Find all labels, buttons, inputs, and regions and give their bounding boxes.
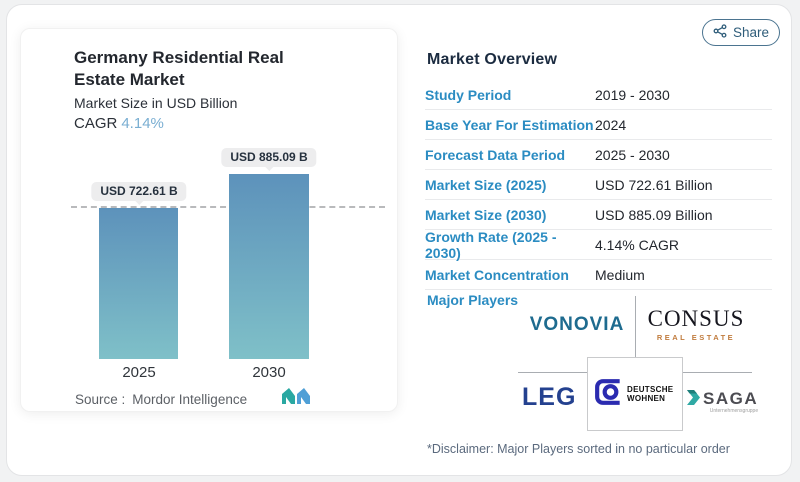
source-value: Mordor Intelligence — [132, 392, 248, 407]
deutsche-wohnen-mark-icon — [593, 377, 623, 412]
row-value: USD 885.09 Billion — [595, 206, 713, 223]
row-label: Study Period — [425, 86, 512, 103]
consus-wordmark: CONSUS — [647, 306, 745, 331]
row-label: Forecast Data Period — [425, 146, 566, 163]
overview-heading: Market Overview — [427, 51, 558, 68]
overview-table: Study Period 2019 - 2030 Base Year For E… — [425, 80, 772, 290]
chart-subtitle: Market Size in USD Billion — [74, 95, 238, 111]
consus-logo: CONSUS REAL ESTATE — [643, 306, 749, 342]
table-row: Forecast Data Period 2025 - 2030 — [425, 140, 772, 170]
leg-logo: LEG — [522, 383, 577, 411]
reference-dashed-line — [71, 206, 385, 208]
cagr-label: CAGR — [74, 115, 118, 132]
saga-subtitle: Unternehmensgruppe — [709, 408, 759, 414]
mordor-intelligence-logo-icon — [282, 388, 310, 409]
saga-chevron-icon — [687, 390, 700, 410]
logo-divider-right — [683, 372, 752, 373]
logo-divider-left — [518, 372, 587, 373]
row-label: Market Size (2025) — [425, 176, 547, 193]
row-label: Market Size (2030) — [425, 206, 547, 223]
deutsche-wohnen-logo: DEUTSCHE WOHNEN — [587, 357, 683, 431]
bar-2025 — [99, 208, 178, 359]
consus-subtitle: REAL ESTATE — [656, 333, 736, 342]
table-row: Market Size (2025) USD 722.61 Billion — [425, 170, 772, 200]
row-value: 2025 - 2030 — [595, 146, 670, 163]
share-icon — [713, 24, 727, 41]
saga-logo: SAGA Unternehmensgruppe — [687, 390, 758, 414]
chart-title: Germany Residential Real Estate Market — [74, 48, 284, 89]
row-value: 4.14% CAGR — [595, 236, 680, 253]
table-row: Market Size (2030) USD 885.09 Billion — [425, 200, 772, 230]
row-label: Base Year For Estimation — [425, 116, 594, 133]
share-button[interactable]: Share — [702, 19, 780, 46]
bar-2030 — [229, 174, 309, 359]
major-players-label: Major Players — [427, 292, 519, 308]
axis-label-2025: 2025 — [122, 364, 156, 381]
source-label: Source : — [75, 392, 126, 407]
table-row: Market Concentration Medium — [425, 260, 772, 290]
row-value: USD 722.61 Billion — [595, 176, 713, 193]
row-label: Growth Rate (2025 - 2030) — [425, 228, 557, 261]
source-line: Source : Mordor Intelligence — [75, 392, 247, 407]
row-value: 2019 - 2030 — [595, 86, 670, 103]
bar-value-label-2025: USD 722.61 B — [91, 182, 187, 205]
table-row: Study Period 2019 - 2030 — [425, 80, 772, 110]
share-button-label: Share — [732, 25, 770, 40]
vonovia-logo: VONOVIA — [529, 314, 625, 335]
chart-card: Germany Residential Real Estate Market M… — [20, 28, 398, 412]
logo-divider-vertical — [635, 296, 636, 357]
row-value: Medium — [595, 266, 645, 283]
row-value: 2024 — [595, 116, 627, 133]
row-label: Market Concentration — [425, 266, 569, 283]
cagr-value: 4.14% — [121, 115, 164, 132]
saga-wordmark-block: SAGA Unternehmensgruppe — [703, 390, 758, 414]
table-row: Growth Rate (2025 - 2030) 4.14% CAGR — [425, 228, 772, 261]
table-row: Base Year For Estimation 2024 — [425, 110, 772, 140]
axis-label-2030: 2030 — [252, 364, 286, 381]
saga-wordmark: SAGA — [703, 389, 759, 408]
deutsche-wohnen-wordmark: DEUTSCHE WOHNEN — [627, 385, 674, 403]
chart-cagr: CAGR 4.14% — [74, 115, 164, 132]
disclaimer-text: *Disclaimer: Major Players sorted in no … — [427, 442, 730, 456]
bar-value-label-2030: USD 885.09 B — [221, 148, 317, 171]
